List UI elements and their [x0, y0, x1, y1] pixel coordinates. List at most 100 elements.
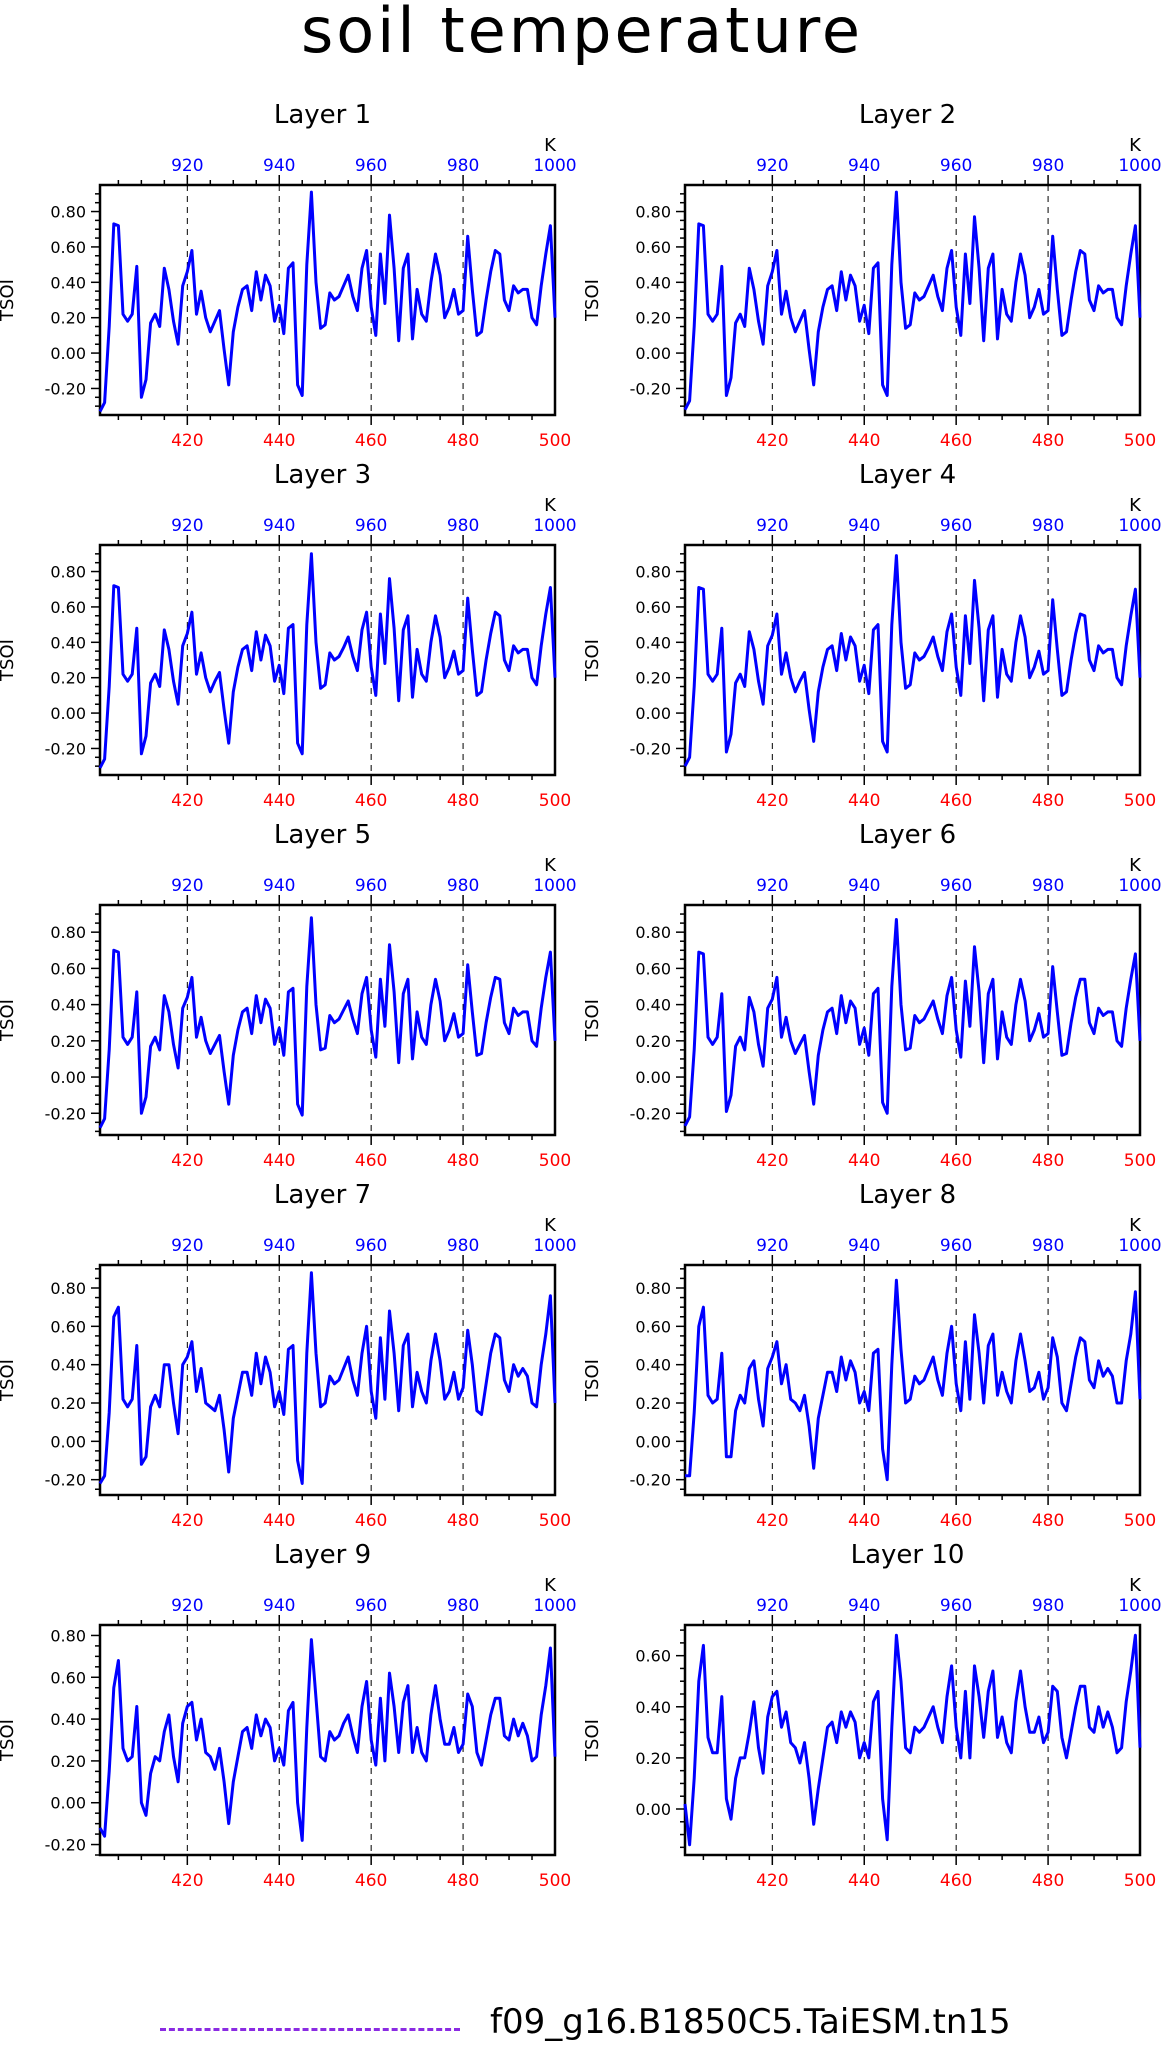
x-tick-label: 440	[848, 1871, 880, 1891]
y-tick-label: 0.80	[635, 1279, 671, 1298]
y-tick-label: 0.40	[635, 1698, 671, 1717]
x-tick-label: 420	[756, 1151, 788, 1171]
x-tick-label: 420	[171, 431, 203, 451]
x2-tick-label: 940	[848, 1596, 880, 1616]
x-tick-label: 480	[1032, 1151, 1064, 1171]
x2-tick-label: 1000	[1118, 876, 1161, 896]
x-tick-label: 440	[263, 431, 295, 451]
y-tick-label: 0.40	[50, 1356, 86, 1375]
x2-tick-label: 1000	[1118, 1236, 1161, 1256]
x2-axis-label: K	[544, 1575, 557, 1596]
x-tick-label: 440	[263, 791, 295, 811]
y-tick-label: -0.20	[45, 1104, 86, 1123]
y-tick-label: 0.60	[50, 1668, 86, 1687]
x-tick-label: 420	[171, 1871, 203, 1891]
panel-title: Layer 5	[274, 820, 371, 850]
x-tick-label: 500	[1124, 1511, 1156, 1531]
x-tick-label: 500	[539, 1871, 571, 1891]
y-tick-label: 0.60	[635, 1317, 671, 1336]
y-tick-label: 0.00	[635, 344, 671, 363]
x-tick-label: 460	[940, 1151, 972, 1171]
x-tick-label: 420	[756, 1871, 788, 1891]
x-tick-label: 460	[940, 431, 972, 451]
x2-tick-label: 1000	[533, 1596, 576, 1616]
y-tick-label: -0.20	[630, 739, 671, 758]
y-tick-label: 0.40	[635, 996, 671, 1015]
x2-tick-label: 920	[171, 516, 203, 536]
x-tick-label: 500	[1124, 1151, 1156, 1171]
x2-tick-label: 1000	[533, 156, 576, 176]
x-tick-label: 500	[539, 1511, 571, 1531]
x2-tick-label: 920	[756, 1236, 788, 1256]
x-tick-label: 500	[539, 1151, 571, 1171]
x2-tick-label: 1000	[1118, 516, 1161, 536]
y-tick-label: 0.80	[635, 563, 671, 582]
y-tick-label: 0.00	[50, 344, 86, 363]
x2-tick-label: 960	[355, 1596, 387, 1616]
x2-tick-label: 920	[171, 156, 203, 176]
x2-axis-label: K	[1129, 855, 1142, 876]
x-tick-label: 500	[1124, 431, 1156, 451]
x-tick-label: 460	[940, 1511, 972, 1531]
x-tick-label: 440	[263, 1871, 295, 1891]
x2-axis-label: K	[1129, 135, 1142, 156]
y-tick-label: 0.80	[50, 1279, 86, 1298]
y-tick-label: -0.20	[45, 379, 86, 398]
y-tick-label: 0.00	[635, 1800, 671, 1819]
x2-tick-label: 1000	[1118, 1596, 1161, 1616]
y-tick-label: 0.40	[50, 996, 86, 1015]
x-tick-label: 480	[1032, 1511, 1064, 1531]
y-tick-label: 0.40	[50, 273, 86, 292]
series-line	[98, 1271, 557, 1485]
y-tick-label: -0.20	[45, 739, 86, 758]
x2-tick-label: 920	[171, 1596, 203, 1616]
x2-tick-label: 960	[940, 1236, 972, 1256]
y-tick-label: -0.20	[630, 1104, 671, 1123]
series-line	[683, 1633, 1142, 1847]
x-tick-label: 440	[848, 431, 880, 451]
x2-tick-label: 920	[171, 1236, 203, 1256]
x-tick-label: 440	[263, 1511, 295, 1531]
y-tick-label: 0.80	[50, 563, 86, 582]
x-tick-label: 500	[1124, 791, 1156, 811]
x2-tick-label: 980	[447, 516, 479, 536]
x2-axis-label: K	[544, 855, 557, 876]
x2-tick-label: 940	[848, 876, 880, 896]
y-tick-label: 0.80	[50, 923, 86, 942]
panel-title: Layer 8	[859, 1180, 956, 1210]
x2-tick-label: 940	[848, 156, 880, 176]
x-tick-label: 460	[355, 1151, 387, 1171]
series-line	[683, 190, 1142, 411]
y-tick-label: -0.20	[630, 379, 671, 398]
x2-tick-label: 960	[355, 1236, 387, 1256]
x-tick-label: 500	[1124, 1871, 1156, 1891]
x-tick-label: 440	[848, 1511, 880, 1531]
x-tick-label: 480	[447, 1151, 479, 1171]
series-line	[98, 916, 557, 1129]
series-line	[98, 190, 557, 413]
x2-axis-label: K	[1129, 1215, 1142, 1236]
series-line	[685, 1278, 1142, 1482]
x-tick-label: 480	[1032, 1871, 1064, 1891]
y-tick-label: 0.60	[635, 959, 671, 978]
x2-tick-label: 940	[263, 876, 295, 896]
y-tick-label: 0.00	[635, 1068, 671, 1087]
y-tick-label: 0.80	[635, 203, 671, 222]
x2-tick-label: 980	[1032, 516, 1064, 536]
x-tick-label: 480	[447, 791, 479, 811]
x2-tick-label: 980	[1032, 1236, 1064, 1256]
y-tick-label: 0.20	[50, 1394, 86, 1413]
x2-tick-label: 980	[447, 1596, 479, 1616]
series-line	[683, 554, 1142, 767]
x-tick-label: 460	[355, 431, 387, 451]
y-tick-label: 0.40	[635, 273, 671, 292]
panel-title: Layer 7	[274, 1180, 371, 1210]
x2-tick-label: 960	[940, 876, 972, 896]
y-tick-label: 0.60	[635, 238, 671, 257]
x-tick-label: 460	[940, 1871, 972, 1891]
panel-title: Layer 9	[274, 1540, 371, 1570]
